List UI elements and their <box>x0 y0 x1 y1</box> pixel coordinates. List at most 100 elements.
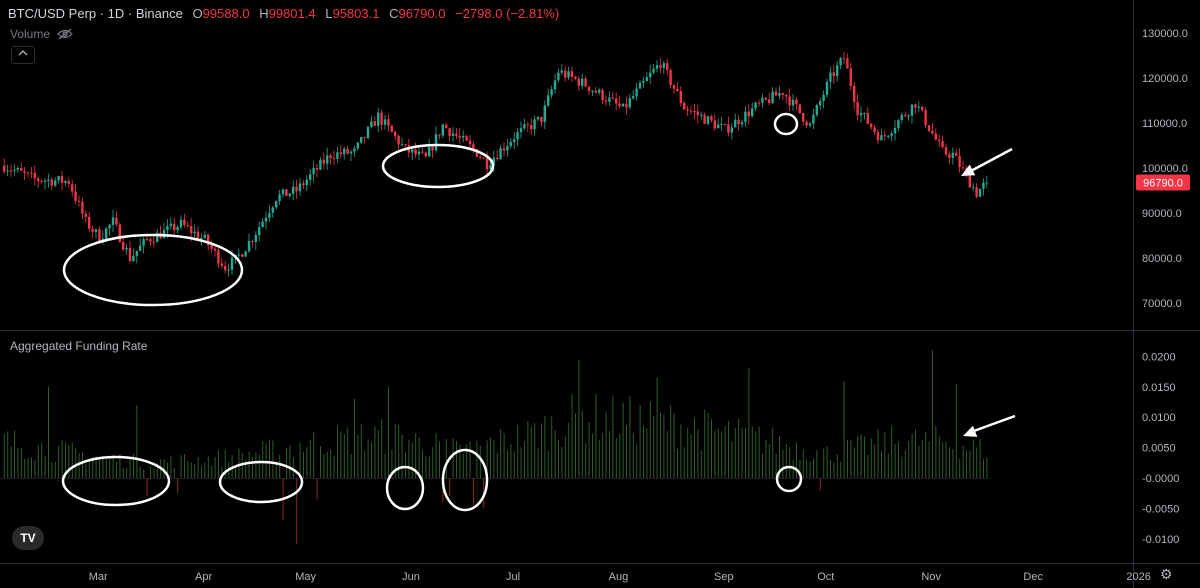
collapse-legend-button[interactable] <box>11 46 35 64</box>
candle <box>849 62 852 91</box>
candle <box>373 116 376 127</box>
candle <box>642 76 645 88</box>
funding-bar <box>782 449 784 478</box>
funding-bar <box>218 450 219 478</box>
candle <box>88 212 91 232</box>
candle <box>482 156 485 159</box>
candle <box>499 144 502 160</box>
funding-bar <box>112 454 114 478</box>
candle <box>815 103 818 118</box>
candle <box>883 130 886 141</box>
funding-bar <box>578 359 580 478</box>
candle <box>159 225 162 240</box>
eye-off-icon[interactable] <box>57 28 74 40</box>
candle <box>295 179 298 200</box>
funding-bar <box>238 448 240 478</box>
funding-bar <box>177 478 179 494</box>
candle <box>302 180 305 190</box>
funding-bar <box>663 414 665 478</box>
funding-bar <box>37 445 39 478</box>
candle <box>6 164 9 176</box>
candle <box>227 263 230 277</box>
candle <box>37 175 40 188</box>
funding-bar <box>204 462 206 478</box>
funding-bar <box>768 444 770 478</box>
symbol-title[interactable]: BTC/USD Perp · 1D · Binance <box>8 6 183 21</box>
funding-bar <box>588 422 590 478</box>
funding-bar <box>357 434 359 478</box>
time-tick-label: Mar <box>89 571 108 583</box>
candle <box>904 111 907 118</box>
funding-bar <box>88 458 90 478</box>
funding-bar <box>95 456 97 478</box>
candle <box>414 142 417 158</box>
funding-bar <box>724 425 726 478</box>
funding-bar <box>500 428 502 478</box>
candle <box>387 113 390 132</box>
funding-bar <box>609 430 610 478</box>
annotations <box>61 112 1016 512</box>
funding-bar <box>830 459 831 478</box>
candle <box>846 53 849 69</box>
annotation-circle <box>218 460 304 504</box>
funding-bar <box>945 441 947 478</box>
symbol-legend[interactable]: BTC/USD Perp · 1D · Binance O99588.0 H99… <box>8 6 559 21</box>
candle <box>564 65 567 82</box>
funding-bar <box>561 446 563 478</box>
candle <box>666 58 669 76</box>
candle <box>462 130 465 143</box>
gear-icon[interactable]: ⚙ <box>1160 566 1173 582</box>
funding-bar <box>568 422 570 478</box>
funding-bar <box>401 434 403 478</box>
funding-bar <box>350 453 352 478</box>
candle <box>839 56 842 70</box>
price-tick-label: 110000.0 <box>1142 118 1187 130</box>
candle <box>122 237 125 252</box>
funding-bar <box>847 439 848 478</box>
candle <box>727 116 730 137</box>
funding-bar <box>65 442 66 478</box>
volume-legend[interactable]: Volume <box>10 27 74 41</box>
funding-bar <box>836 454 838 478</box>
funding-bar <box>626 425 627 478</box>
time-tick-label: Nov <box>921 571 941 583</box>
candle <box>513 132 516 150</box>
time-tick-label: Apr <box>195 571 212 583</box>
candle <box>700 111 703 121</box>
funding-bar <box>445 439 447 478</box>
candle <box>428 139 431 157</box>
funding-bar <box>918 445 920 478</box>
funding-bar <box>439 441 440 478</box>
candle <box>948 151 951 165</box>
candle <box>598 87 601 96</box>
funding-bar <box>211 465 213 478</box>
candle <box>621 103 625 108</box>
funding-bar <box>894 444 896 478</box>
tradingview-logo-icon[interactable]: TV <box>12 526 44 550</box>
funding-bar <box>870 438 872 478</box>
funding-bar <box>938 436 940 478</box>
annotation-circle <box>775 465 803 493</box>
candle <box>258 221 261 242</box>
candle <box>309 169 312 186</box>
funding-bar <box>694 418 695 478</box>
funding-bar <box>41 442 43 478</box>
candle <box>74 184 77 205</box>
funding-bar <box>221 466 223 478</box>
candle <box>560 64 563 76</box>
funding-bar <box>962 445 964 478</box>
funding-bar <box>173 468 175 478</box>
candle <box>23 167 26 181</box>
funding-indicator-title[interactable]: Aggregated Funding Rate <box>10 339 148 353</box>
funding-bar <box>394 423 396 478</box>
funding-bar <box>360 424 362 478</box>
change-value: −2798.0 (−2.81%) <box>455 6 560 21</box>
funding-tick-label: 0.0100 <box>1142 412 1176 424</box>
funding-bar <box>986 457 988 478</box>
candle <box>761 94 764 108</box>
funding-bar <box>275 460 277 478</box>
funding-bar <box>728 420 729 478</box>
funding-bar <box>150 466 151 478</box>
